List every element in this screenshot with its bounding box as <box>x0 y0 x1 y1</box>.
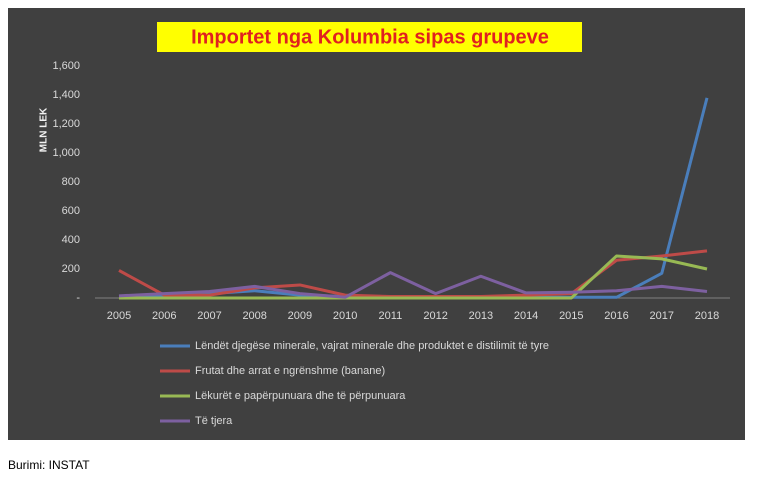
chart-background <box>8 8 745 440</box>
x-tick-label: 2010 <box>333 310 357 322</box>
x-tick-label: 2013 <box>469 310 493 322</box>
chart: Importet nga Kolumbia sipas grupeve MLN … <box>8 8 745 440</box>
x-tick-label: 2012 <box>423 310 447 322</box>
title-highlight <box>157 22 582 52</box>
series-line <box>119 254 708 300</box>
x-tick-label: 2007 <box>197 310 221 322</box>
y-tick-label: 1,600 <box>52 60 80 72</box>
legend-label: Frutat dhe arrat e ngrënshme (banane) <box>195 365 385 377</box>
chart-title: Importet nga Kolumbia sipas grupeve <box>191 26 549 48</box>
y-tick-label: 1,200 <box>52 118 80 130</box>
x-tick-label: 2005 <box>107 310 131 322</box>
y-tick-label: 200 <box>62 263 80 275</box>
x-tick-label: 2008 <box>242 310 266 322</box>
x-tick-label: 2016 <box>604 310 628 322</box>
y-tick-label: 400 <box>62 234 80 246</box>
y-tick-label: 800 <box>62 176 80 188</box>
x-tick-label: 2006 <box>152 310 176 322</box>
x-tick-label: 2009 <box>288 310 312 322</box>
x-tick-label: 2011 <box>379 310 403 322</box>
legend-label: Të tjera <box>195 415 233 427</box>
x-tick-label: 2015 <box>559 310 583 322</box>
x-tick-label: 2017 <box>650 310 674 322</box>
y-tick-label: 1,000 <box>52 147 80 159</box>
y-tick-label: 600 <box>62 205 80 217</box>
series-line <box>118 271 708 299</box>
legend-label: Lëndët djegëse minerale, vajrat minerale… <box>195 340 549 352</box>
x-tick-label: 2014 <box>514 310 538 322</box>
source-note: Burimi: INSTAT <box>8 458 90 472</box>
y-axis-label: MLN LEK <box>39 107 50 152</box>
y-tick-label: - <box>76 292 80 304</box>
x-tick-label: 2018 <box>695 310 719 322</box>
legend-label: Lëkurët e papërpunuara dhe të përpunuara <box>195 390 406 402</box>
y-tick-label: 1,400 <box>52 89 80 101</box>
